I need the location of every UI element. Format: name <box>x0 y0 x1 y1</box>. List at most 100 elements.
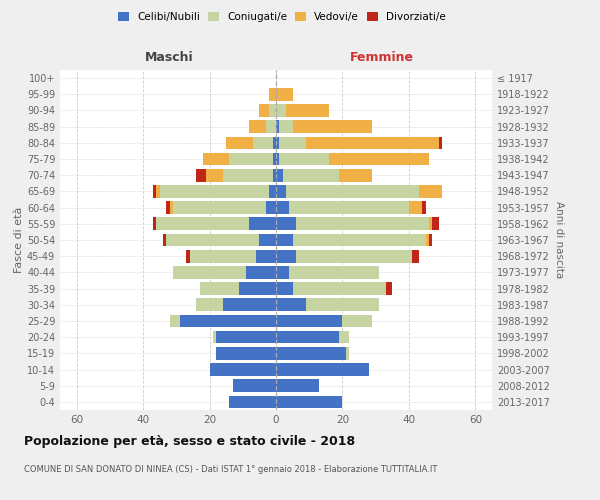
Bar <box>429 218 432 230</box>
Bar <box>157 218 250 230</box>
Bar <box>296 218 429 230</box>
Bar <box>269 104 276 117</box>
Bar <box>259 104 269 117</box>
Bar <box>160 185 269 198</box>
Bar <box>239 282 276 295</box>
Bar <box>386 282 392 295</box>
Bar <box>280 120 293 133</box>
Bar <box>339 331 349 344</box>
Bar <box>250 120 266 133</box>
Bar <box>293 120 373 133</box>
Bar <box>346 347 349 360</box>
Bar <box>186 250 190 262</box>
Bar <box>233 380 276 392</box>
Bar <box>276 363 369 376</box>
Bar <box>276 298 306 311</box>
Bar <box>272 136 276 149</box>
Bar <box>296 250 412 262</box>
Bar <box>223 169 272 181</box>
Bar <box>153 218 157 230</box>
Bar <box>223 298 276 311</box>
Bar <box>250 218 276 230</box>
Bar <box>280 136 306 149</box>
Bar <box>429 234 432 246</box>
Bar <box>276 104 286 117</box>
Bar <box>276 380 319 392</box>
Bar <box>153 185 157 198</box>
Bar <box>276 314 343 328</box>
Bar <box>256 250 276 262</box>
Bar <box>412 250 419 262</box>
Bar <box>286 185 419 198</box>
Bar <box>163 234 166 246</box>
Bar <box>306 136 439 149</box>
Bar <box>246 266 276 278</box>
Bar <box>272 169 276 181</box>
Bar <box>286 104 329 117</box>
Bar <box>269 88 276 101</box>
Text: COMUNE DI SAN DONATO DI NINEA (CS) - Dati ISTAT 1° gennaio 2018 - Elaborazione T: COMUNE DI SAN DONATO DI NINEA (CS) - Dat… <box>24 465 437 474</box>
Bar <box>229 152 272 166</box>
Bar <box>280 152 329 166</box>
Bar <box>196 298 223 311</box>
Bar <box>306 298 379 311</box>
Bar <box>276 396 343 408</box>
Bar <box>266 202 276 214</box>
Bar <box>276 202 289 214</box>
Legend: Celibi/Nubili, Coniugati/e, Vedovi/e, Divorziati/e: Celibi/Nubili, Coniugati/e, Vedovi/e, Di… <box>114 8 450 26</box>
Bar <box>293 282 386 295</box>
Bar <box>190 250 256 262</box>
Bar <box>276 250 296 262</box>
Bar <box>173 266 246 278</box>
Bar <box>157 185 160 198</box>
Bar <box>283 169 339 181</box>
Text: Popolazione per età, sesso e stato civile - 2018: Popolazione per età, sesso e stato civil… <box>24 435 355 448</box>
Bar <box>339 169 373 181</box>
Text: Maschi: Maschi <box>145 50 194 64</box>
Bar <box>329 152 429 166</box>
Bar <box>173 202 266 214</box>
Bar <box>170 202 173 214</box>
Bar <box>293 234 425 246</box>
Bar <box>276 169 283 181</box>
Bar <box>226 136 253 149</box>
Bar <box>276 347 346 360</box>
Bar <box>206 169 223 181</box>
Bar <box>276 282 293 295</box>
Bar <box>343 314 373 328</box>
Bar <box>209 363 276 376</box>
Bar <box>259 234 276 246</box>
Bar <box>432 218 439 230</box>
Bar <box>170 314 179 328</box>
Bar <box>166 234 259 246</box>
Bar <box>439 136 442 149</box>
Y-axis label: Anni di nascita: Anni di nascita <box>554 202 563 278</box>
Bar <box>289 202 409 214</box>
Bar <box>276 234 293 246</box>
Bar <box>289 266 379 278</box>
Bar <box>276 185 286 198</box>
Bar <box>216 331 276 344</box>
Bar <box>276 88 293 101</box>
Bar <box>200 282 239 295</box>
Bar <box>276 218 296 230</box>
Bar <box>276 120 280 133</box>
Bar <box>229 396 276 408</box>
Bar <box>166 202 170 214</box>
Bar <box>196 169 206 181</box>
Y-axis label: Fasce di età: Fasce di età <box>14 207 24 273</box>
Bar <box>419 185 442 198</box>
Bar <box>276 266 289 278</box>
Bar <box>272 152 276 166</box>
Bar <box>216 347 276 360</box>
Bar <box>179 314 276 328</box>
Bar <box>266 120 276 133</box>
Bar <box>276 331 339 344</box>
Bar <box>253 136 272 149</box>
Bar <box>425 234 429 246</box>
Bar <box>203 152 229 166</box>
Bar <box>276 152 280 166</box>
Text: Femmine: Femmine <box>350 50 415 64</box>
Bar <box>213 331 216 344</box>
Bar <box>422 202 425 214</box>
